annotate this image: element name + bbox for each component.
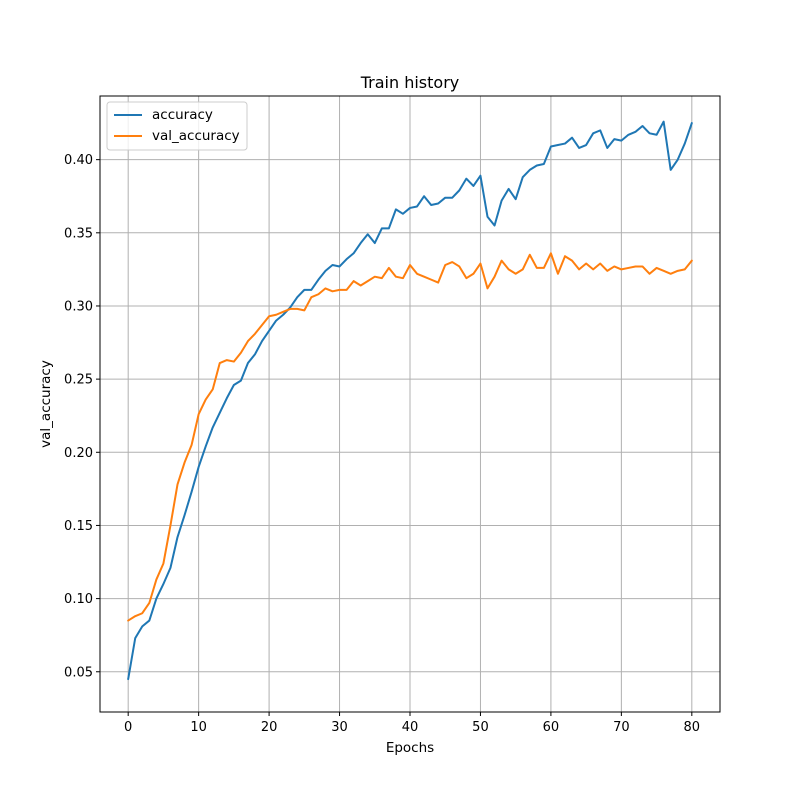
- legend-label-val-accuracy: val_accuracy: [152, 128, 240, 144]
- y-axis-label: val_accuracy: [38, 360, 54, 448]
- y-tick-label: 0.35: [64, 226, 93, 241]
- x-tick-label: 60: [543, 720, 560, 735]
- x-tick-label: 50: [472, 720, 489, 735]
- y-tick-label: 0.30: [64, 299, 93, 314]
- y-tick-label: 0.10: [64, 592, 93, 607]
- legend: accuracy val_accuracy: [106, 101, 248, 151]
- chart-title: Train history: [360, 73, 460, 92]
- legend-label-accuracy: accuracy: [152, 107, 213, 123]
- y-tick-label: 0.05: [64, 665, 93, 680]
- grid: [100, 96, 720, 712]
- x-tick-label: 20: [261, 720, 278, 735]
- series-line-val-accuracy: [127, 252, 693, 622]
- x-tick-label: 30: [331, 720, 348, 735]
- x-tick-label: 0: [124, 720, 132, 735]
- y-tick-label: 0.15: [64, 519, 93, 534]
- x-tick-label: 10: [190, 720, 207, 735]
- x-axis-label: Epochs: [386, 740, 434, 756]
- x-tick-label: 40: [402, 720, 419, 735]
- x-tick-label: 70: [613, 720, 630, 735]
- y-tick-label: 0.25: [64, 373, 93, 388]
- y-tick-label: 0.40: [64, 153, 93, 168]
- y-tick-label: 0.20: [64, 446, 93, 461]
- x-tick-label: 80: [684, 720, 701, 735]
- series-lines: [127, 120, 693, 681]
- axis-ticks: 0 10 20 30 40 50 60 70 80 0.05 0.10 0.15 0.20 0.25 0.3…: [64, 153, 700, 735]
- series-line-accuracy: [127, 120, 693, 681]
